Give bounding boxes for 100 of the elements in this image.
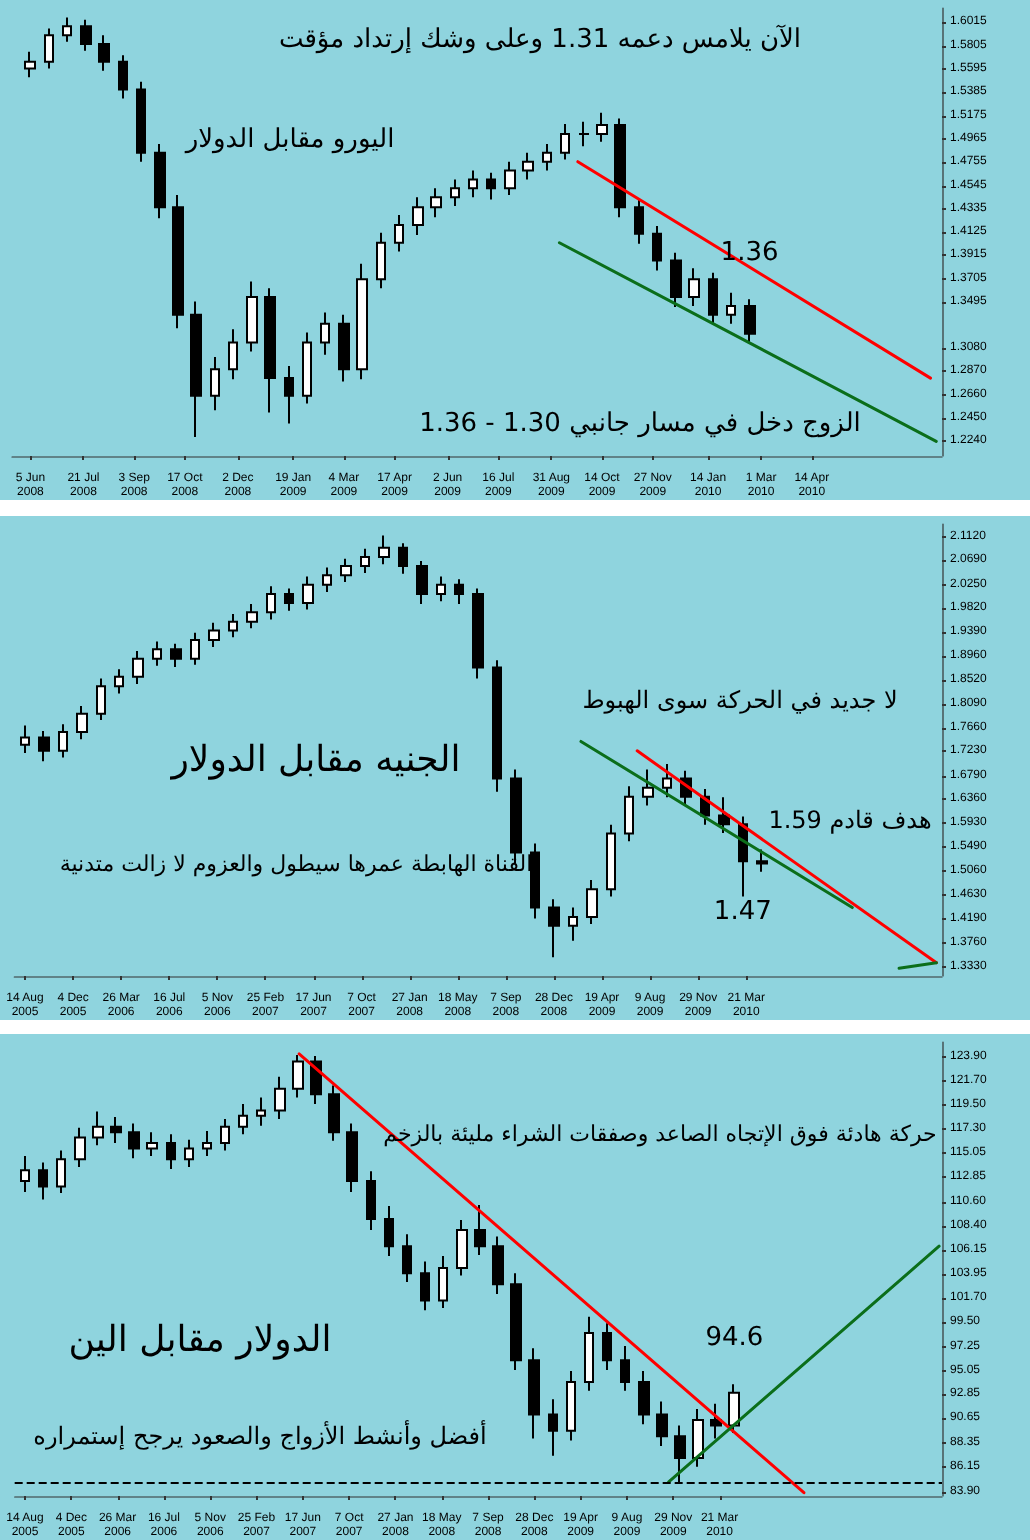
candlestick [264,287,276,414]
candlestick [708,271,718,325]
candlestick [756,848,768,873]
candlestick [238,1102,248,1136]
candlestick [528,1347,540,1440]
annotation: الزوج دخل في مسار جانبي 1.30 - 1.36 [419,409,861,439]
candlestick [266,585,276,621]
annotation: أفضل وأنشط الأزواج والصعود يرجح إستمراره [33,1420,487,1450]
candlestick [692,1408,704,1468]
candlestick [208,621,220,649]
candlestick [146,1131,158,1158]
candlestick [246,603,258,630]
candlestick [284,587,294,612]
candlestick [450,178,460,208]
candlestick [246,280,258,353]
candlestick [662,763,672,799]
candlestick [274,1075,286,1121]
candlestick [210,356,220,412]
candlestick [560,122,570,161]
annotation: الدولار مقابل الين [68,1319,332,1361]
candlestick [436,575,446,603]
candlestick [184,1138,194,1168]
candlestick [398,542,408,575]
candlestick [328,1084,340,1142]
candlestick [38,1161,48,1201]
candlestick [468,169,478,199]
candlestick [548,1398,558,1457]
candlestick [542,142,552,172]
candlestick [190,631,200,666]
candlestick [128,1122,140,1160]
candlestick [416,559,428,606]
candlestick [638,1370,650,1426]
candlestick [170,642,182,668]
candlestick [110,1115,122,1145]
candlestick [586,878,598,926]
candlestick [530,842,540,920]
candlestick [338,313,350,383]
candlestick [394,213,404,253]
candlestick [366,1170,376,1231]
candlestick [360,547,370,575]
candlestick [256,1096,266,1127]
candlestick [378,534,390,566]
candlestick [726,291,736,325]
candlestick [62,16,72,43]
candlestick [132,649,144,686]
candlestick [152,640,162,667]
annotation: القناة الهابطة عمرها سيطول والعزوم لا زالت متدنية [59,851,533,877]
candlestick [172,193,184,330]
candlestick [76,705,88,741]
candlestick [322,566,332,593]
candlestick [190,300,202,438]
candlestick [74,1126,86,1168]
candlestick [652,225,662,272]
candlestick [596,111,608,143]
candlestick [118,54,128,100]
candlestick [384,1205,394,1257]
annotation: الجنيه مقابل الدولار [169,739,461,781]
candlestick [80,18,92,52]
candlestick [566,1370,576,1442]
candlestick [346,1122,358,1193]
candlestick [584,1315,594,1392]
candlestick [202,1130,212,1158]
candlestick [606,823,616,898]
candlestick [710,1402,722,1440]
candlestick [718,796,730,835]
candlestick [504,160,516,196]
candlestick [220,1118,230,1152]
candlestick [376,231,386,290]
candlestick [420,1260,430,1312]
candlestick [228,328,238,381]
candlestick [548,898,560,959]
candlestick [20,724,30,755]
candlestick [136,80,146,163]
candlestick [44,27,54,70]
annotation: هدف قادم 1.59 [768,806,932,834]
candlestick [58,723,68,759]
candlestick [24,50,36,79]
candlestick [292,1054,304,1099]
candlestick [486,171,496,201]
annotation: لا جديد في الحركة سوى الهبوط [582,686,898,714]
annotation: 94.6 [705,1323,764,1354]
candlestick [578,120,590,148]
candlestick [96,677,106,721]
candlestick [38,729,50,763]
candlestick [602,1322,612,1372]
candlestick [456,1219,468,1277]
candlestick [56,1149,66,1194]
candlestick [620,1345,630,1392]
candlestick [656,1400,668,1448]
candlestick [624,785,634,843]
annotation: الآن يلامس دعمه 1.31 وعلى وشك إرتداد مؤقت [278,23,802,55]
candlestick [320,311,330,356]
candlestick [340,557,352,583]
candlestick [98,34,110,72]
candlestick [474,1203,486,1256]
candlestick [302,575,314,611]
candlestick [20,1155,30,1193]
candlestick [472,587,484,680]
candlestick [166,1133,176,1171]
candlestick [670,251,682,309]
